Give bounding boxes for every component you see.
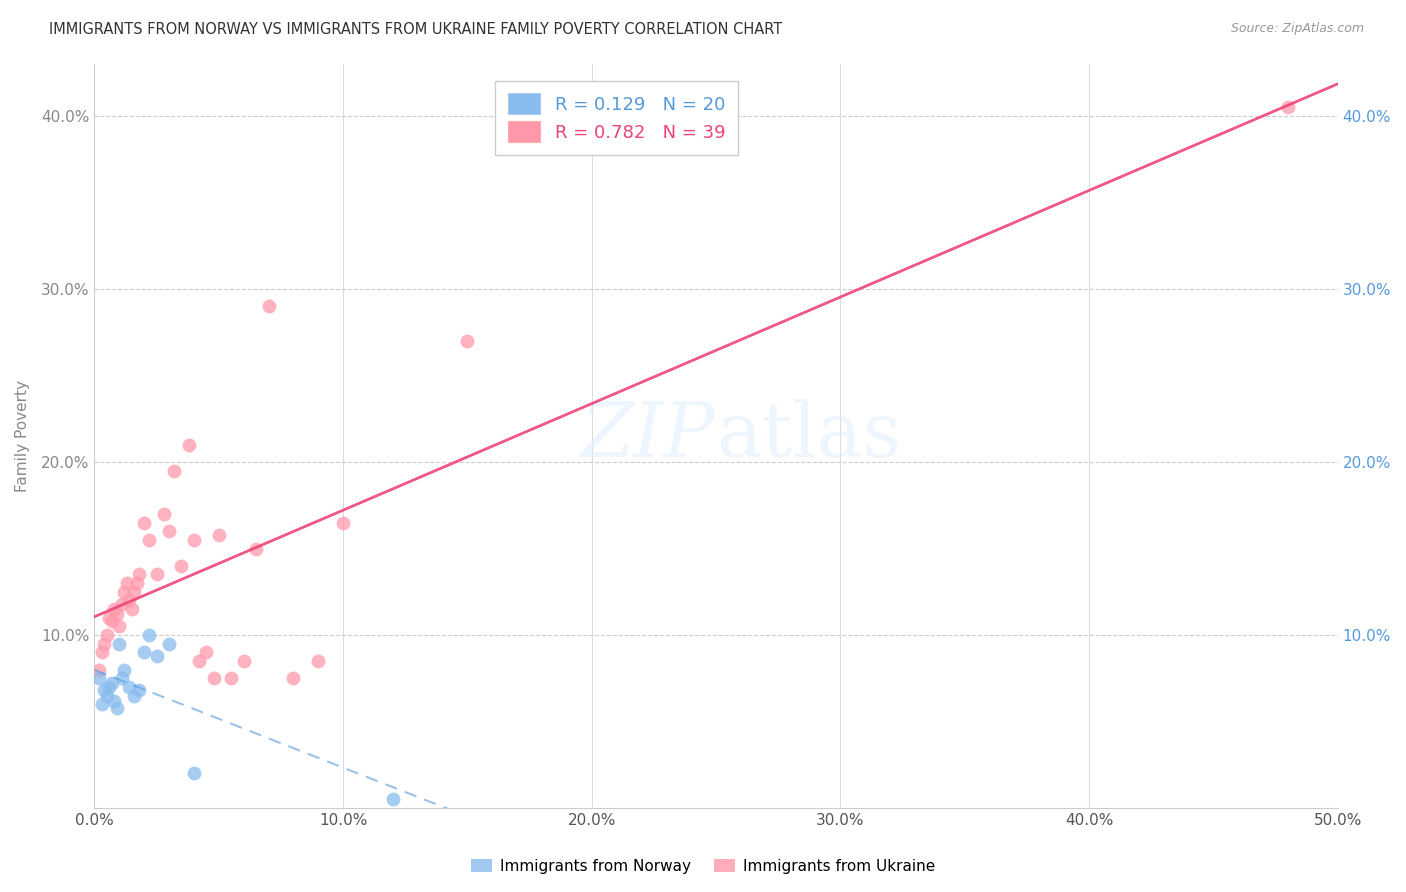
Point bbox=[232, 654, 254, 668]
Point bbox=[187, 654, 209, 668]
Point bbox=[202, 671, 225, 685]
Point bbox=[138, 533, 160, 547]
Point bbox=[157, 637, 180, 651]
Text: ZIP: ZIP bbox=[582, 399, 716, 473]
Point bbox=[307, 654, 329, 668]
Point bbox=[1277, 100, 1299, 114]
Point bbox=[183, 533, 205, 547]
Point bbox=[89, 671, 111, 685]
Point bbox=[121, 602, 143, 616]
Point bbox=[96, 628, 118, 642]
Point bbox=[219, 671, 242, 685]
Point bbox=[134, 645, 156, 659]
Point bbox=[118, 680, 141, 694]
Point bbox=[122, 584, 145, 599]
Text: atlas: atlas bbox=[716, 399, 901, 473]
Point bbox=[101, 676, 124, 690]
Point bbox=[105, 700, 128, 714]
Point bbox=[257, 299, 280, 313]
Point bbox=[145, 567, 167, 582]
Point bbox=[208, 527, 231, 541]
Point bbox=[93, 683, 115, 698]
Point bbox=[90, 645, 112, 659]
Point bbox=[170, 558, 193, 573]
Point bbox=[105, 607, 128, 622]
Point bbox=[157, 524, 180, 539]
Point bbox=[98, 680, 121, 694]
Point bbox=[90, 698, 112, 712]
Point bbox=[456, 334, 478, 348]
Text: IMMIGRANTS FROM NORWAY VS IMMIGRANTS FROM UKRAINE FAMILY POVERTY CORRELATION CHA: IMMIGRANTS FROM NORWAY VS IMMIGRANTS FRO… bbox=[49, 22, 783, 37]
Point bbox=[101, 614, 124, 628]
Point bbox=[93, 637, 115, 651]
Y-axis label: Family Poverty: Family Poverty bbox=[15, 380, 30, 492]
Point bbox=[122, 689, 145, 703]
Text: Source: ZipAtlas.com: Source: ZipAtlas.com bbox=[1230, 22, 1364, 36]
Point bbox=[245, 541, 267, 556]
Point bbox=[283, 671, 305, 685]
Point bbox=[112, 584, 135, 599]
Point bbox=[153, 507, 176, 521]
Point bbox=[103, 602, 125, 616]
Point bbox=[332, 516, 354, 530]
Point bbox=[134, 516, 156, 530]
Point bbox=[128, 567, 150, 582]
Point bbox=[98, 611, 121, 625]
Point bbox=[381, 792, 404, 806]
Point bbox=[89, 663, 111, 677]
Point bbox=[183, 766, 205, 780]
Legend: Immigrants from Norway, Immigrants from Ukraine: Immigrants from Norway, Immigrants from … bbox=[465, 853, 941, 880]
Point bbox=[111, 597, 134, 611]
Point bbox=[163, 464, 186, 478]
Point bbox=[108, 619, 131, 633]
Point bbox=[96, 689, 118, 703]
Point bbox=[125, 576, 148, 591]
Point bbox=[115, 576, 138, 591]
Point bbox=[177, 438, 200, 452]
Legend: R = 0.129   N = 20, R = 0.782   N = 39: R = 0.129 N = 20, R = 0.782 N = 39 bbox=[495, 80, 738, 154]
Point bbox=[108, 637, 131, 651]
Point bbox=[112, 663, 135, 677]
Point bbox=[145, 648, 167, 663]
Point bbox=[195, 645, 218, 659]
Point bbox=[111, 671, 134, 685]
Point bbox=[103, 694, 125, 708]
Point bbox=[138, 628, 160, 642]
Point bbox=[128, 683, 150, 698]
Point bbox=[118, 593, 141, 607]
